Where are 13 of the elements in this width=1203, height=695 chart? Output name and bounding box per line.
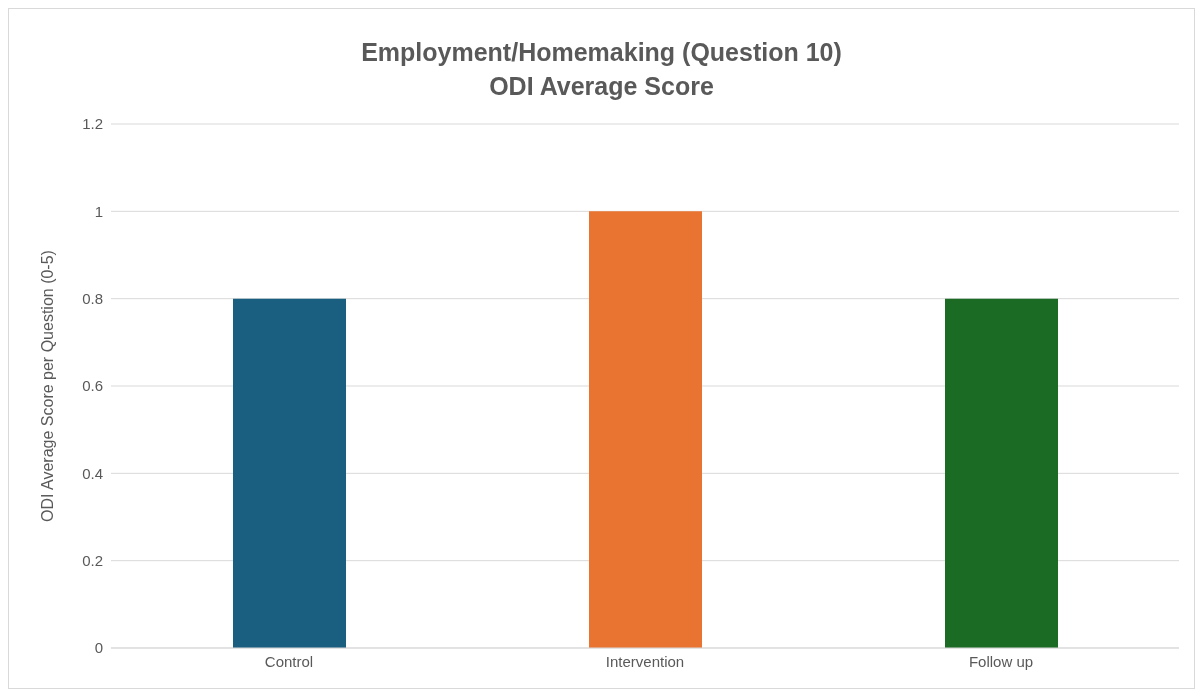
x-tick-label: Intervention [605,652,685,670]
y-tick-label: 0.4 [82,464,103,482]
y-tick-label: 1.2 [82,115,103,133]
x-tick-label: Follow up [968,652,1034,670]
y-axis-title: ODI Average Score per Question (0-5) [38,250,56,522]
x-tick-label: Control [264,652,314,670]
y-tick-label: 0.6 [82,377,103,395]
y-tick-label: 1 [94,202,103,220]
y-tick-label: 0 [94,639,103,657]
chart-title: Employment/Homemaking (Question 10) [360,37,843,68]
chart-subtitle: ODI Average Score [488,71,715,102]
y-tick-label: 0.8 [82,289,103,307]
y-tick-label: 0.2 [82,551,103,569]
